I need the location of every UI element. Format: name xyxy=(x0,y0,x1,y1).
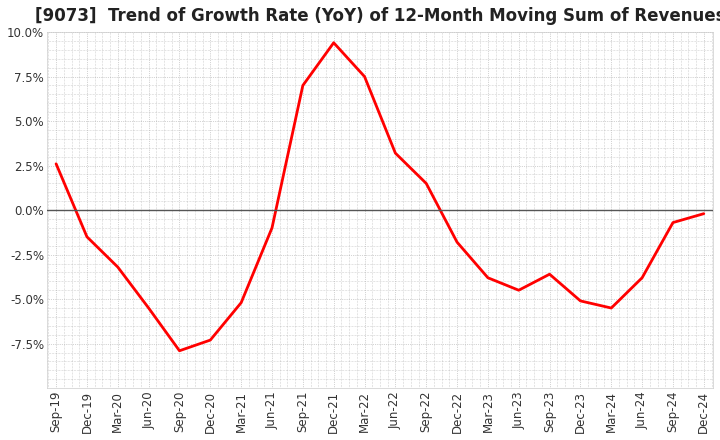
Title: [9073]  Trend of Growth Rate (YoY) of 12-Month Moving Sum of Revenues: [9073] Trend of Growth Rate (YoY) of 12-… xyxy=(35,7,720,25)
